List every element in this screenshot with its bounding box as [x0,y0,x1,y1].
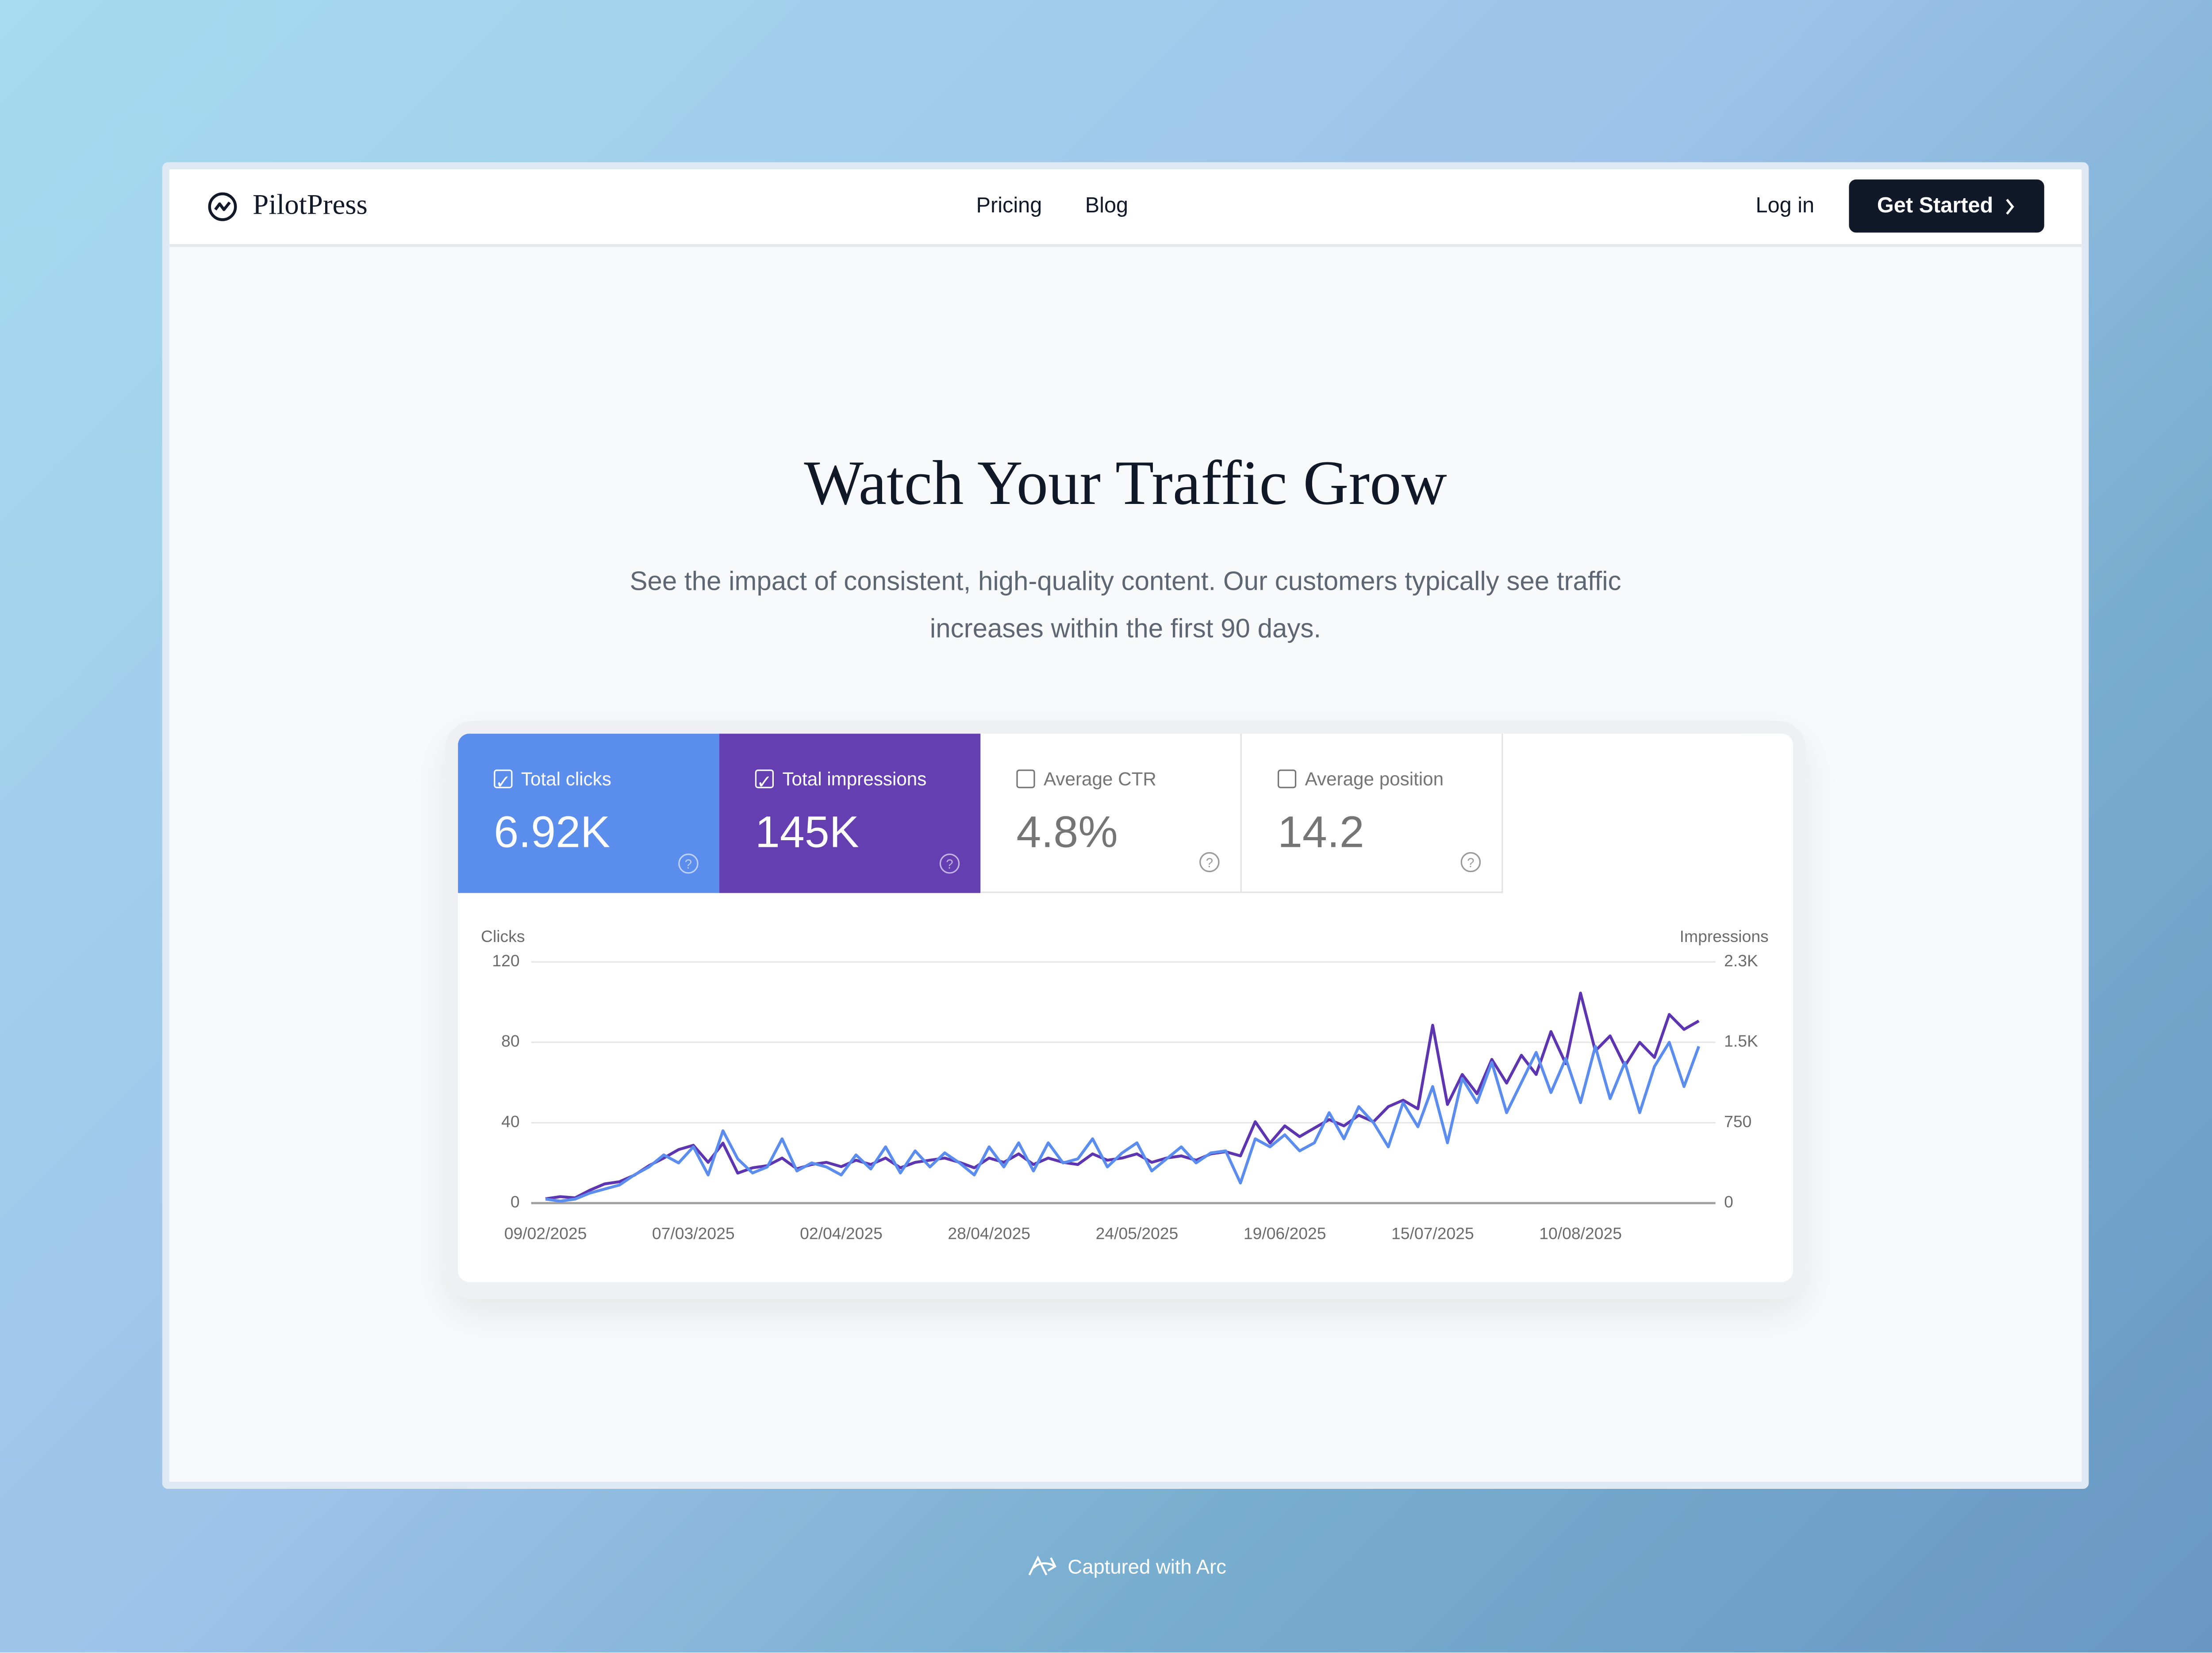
help-icon[interactable]: ? [1460,851,1482,873]
svg-text:?: ? [685,857,692,872]
y2-tick-label: 2.3K [1724,951,1758,970]
checkbox[interactable] [1277,769,1297,788]
series-line [545,992,1700,1200]
y-axis-title: Clicks [481,927,525,946]
button-label: Get Started [1877,194,1993,219]
x-tick-label: 10/08/2025 [1539,1224,1622,1242]
y-tick-label: 80 [501,1032,520,1050]
chevron [2006,198,2015,214]
y2-axis-title: Impressions [1680,927,1769,946]
metric-label: Average CTR [1044,768,1156,790]
y2-tick-label: 0 [1724,1192,1733,1211]
help-icon[interactable]: ? [939,853,960,874]
nav-link[interactable]: Blog [1085,194,1129,219]
checkbox[interactable]: ✓ [755,769,774,792]
logo [208,192,237,221]
footer: Captured with Arc [0,1553,2212,1579]
arc-icon [1028,1555,1056,1576]
y2-tick-label: 1.5K [1724,1032,1758,1050]
hero-title: Watch Your Traffic Grow [804,448,1447,519]
help-icon[interactable]: ? [678,853,699,874]
x-tick-label: 15/07/2025 [1391,1224,1474,1242]
svg-text:?: ? [946,857,953,872]
brand[interactable]: PilotPress [207,189,368,223]
checkbox[interactable]: ✓ [494,769,513,792]
footer-text: Captured with Arc [1068,1555,1226,1578]
metric-value: 145K [755,807,859,857]
metric-value: 6.92K [494,807,611,857]
browser-window: PilotPress Pricing Blog Log in Get Start… [162,162,2089,1489]
metric-label: Total impressions [782,768,927,790]
metric-label: Average position [1305,768,1444,790]
y-tick-label: 120 [492,951,519,970]
brand-name: PilotPress [253,189,368,221]
nav-links: Pricing Blog [976,194,1129,218]
navbar: PilotPress Pricing Blog Log in Get Start… [169,169,2082,247]
svg-text:?: ? [1206,856,1213,870]
metric-label: Total clicks [521,768,611,790]
hero-subtitle: See the impact of consistent, high-quali… [630,565,1621,643]
series-line [545,1041,1701,1203]
metric-value: 4.8% [1016,807,1118,857]
x-tick-label: 09/02/2025 [504,1224,587,1242]
checkbox[interactable] [1016,769,1035,788]
svg-text:?: ? [1467,856,1474,870]
x-tick-label: 19/06/2025 [1244,1224,1326,1242]
chart-card: ✓ Total clicks 6.92K ? ✓ Total impressions… [445,720,1806,1299]
help-icon[interactable]: ? [1198,851,1220,873]
metric-tile[interactable]: ✓ Total clicks 6.92K ? [458,734,719,893]
x-tick-label: 28/04/2025 [948,1224,1030,1242]
y-tick-label: 0 [511,1192,520,1211]
x-tick-label: 24/05/2025 [1096,1224,1179,1242]
y2-tick-label: 750 [1724,1112,1751,1130]
chart-panel: ✓ Total clicks 6.92K ? ✓ Total impressions… [458,734,1793,1282]
y-tick-label: 40 [501,1112,520,1130]
chart: Clicks Impressions 0 40 80 120 0 750 1.5K 2.3K 0… [481,927,1769,1243]
get-started-button[interactable]: Get Started [1849,179,2044,233]
metric-tile[interactable]: ✓ Total impressions 145K ? [719,734,981,893]
metric-tile[interactable]: Average position 14.2 ? [1241,734,1503,893]
metric-value: 14.2 [1277,807,1364,857]
x-tick-label: 02/04/2025 [800,1224,883,1242]
login-link[interactable]: Log in [1755,194,1815,219]
x-tick-label: 07/03/2025 [652,1224,735,1242]
metric-tile[interactable]: Average CTR 4.8% ? [980,734,1242,893]
nav-link[interactable]: Pricing [976,194,1042,219]
